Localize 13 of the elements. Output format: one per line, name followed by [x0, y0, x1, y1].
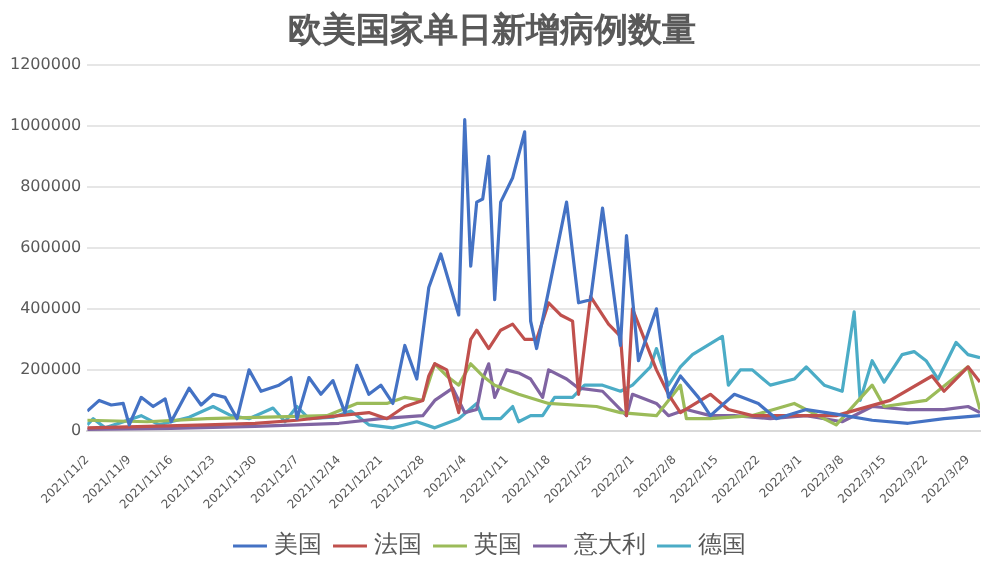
chart-title: 欧美国家单日新增病例数量 — [288, 11, 696, 52]
y-tick-label: 800000 — [20, 176, 82, 195]
y-tick-label: 600000 — [20, 238, 82, 257]
y-tick-label: 1000000 — [9, 115, 82, 134]
y-tick-label: 0 — [71, 421, 82, 440]
legend-label: 意大利 — [572, 530, 646, 559]
legend-label: 德国 — [698, 530, 746, 559]
legend-label: 法国 — [374, 530, 422, 559]
legend-label: 美国 — [274, 530, 322, 559]
legend-label: 英国 — [474, 530, 522, 559]
y-tick-label: 400000 — [20, 299, 82, 318]
y-tick-label: 1200000 — [9, 54, 82, 73]
y-tick-label: 200000 — [20, 360, 82, 379]
